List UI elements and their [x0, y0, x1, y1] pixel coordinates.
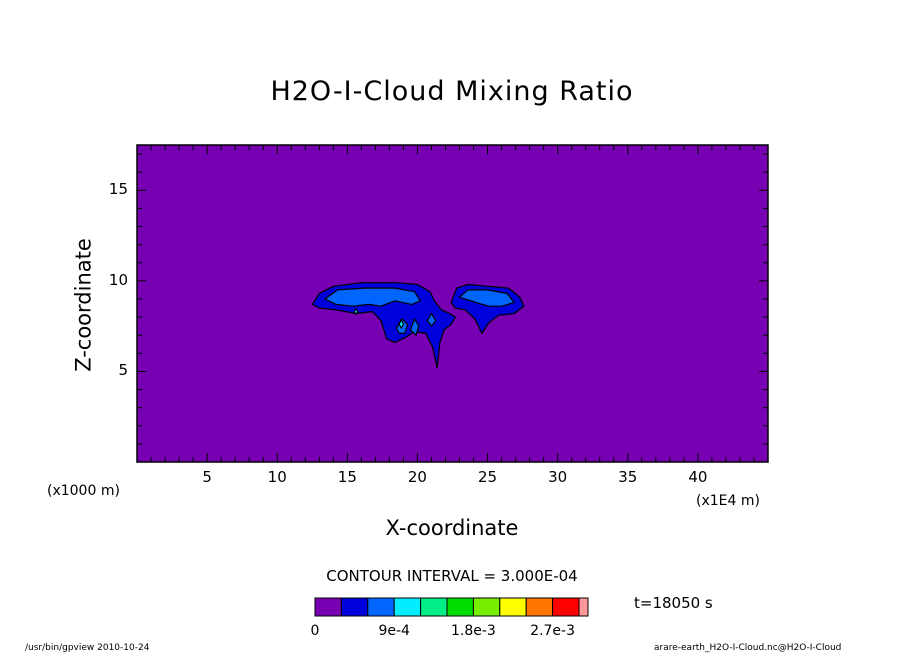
x-tick-label: 25 [478, 468, 498, 486]
x-tick-label: 30 [548, 468, 568, 486]
x-tick-label: 5 [202, 468, 212, 486]
contour-regions [311, 282, 525, 369]
contour-region [398, 319, 404, 329]
time-text: t=18050 s [634, 594, 713, 612]
contour-interval-text: CONTOUR INTERVAL = 3.000E-04 [326, 567, 578, 585]
footer-left: /usr/bin/gpview 2010-10-24 [25, 643, 150, 653]
y-axis-label: Z-coordinate [71, 238, 96, 372]
colorbar-label: 0 [310, 623, 320, 639]
colorbar-label: 9e-4 [378, 623, 410, 639]
colorbar-swatch [393, 597, 422, 617]
colorbar-swatch [340, 597, 369, 617]
colorbar-label: 1.8e-3 [450, 623, 496, 639]
y-tick-label: 10 [108, 270, 128, 289]
contour-region [353, 308, 359, 315]
chart-title: H2O-I-Cloud Mixing Ratio [270, 76, 634, 107]
colorbar-swatch [578, 597, 589, 617]
x-unit-right: (x1E4 m) [696, 493, 760, 509]
plot-frame [136, 144, 769, 463]
x-unit-left: (x1000 m) [47, 483, 120, 499]
colorbar-label: 2.7e-3 [530, 623, 576, 639]
x-tick-label: 40 [688, 468, 708, 486]
colorbar [314, 597, 589, 617]
colorbar-swatch [367, 597, 395, 617]
contour-region [409, 318, 420, 336]
colorbar-swatch [472, 597, 501, 617]
x-tick-label: 10 [267, 468, 287, 486]
contour-region [458, 289, 515, 307]
y-tick-label: 15 [108, 180, 128, 199]
contour-region [426, 312, 437, 327]
colorbar-swatch [420, 597, 448, 617]
colorbar-swatch [499, 597, 527, 617]
colorbar-swatch [525, 597, 554, 617]
x-tick-label: 15 [337, 468, 357, 486]
x-tick-label: 35 [618, 468, 638, 486]
colorbar-swatch [314, 597, 342, 617]
colorbar-swatch [446, 597, 474, 617]
colorbar-swatch [552, 597, 580, 617]
x-axis-label: X-coordinate [385, 516, 519, 540]
x-tick-label: 20 [407, 468, 427, 486]
y-tick-label: 5 [118, 361, 128, 380]
contour-region [324, 287, 421, 307]
footer-right: arare-earth_H2O-I-Cloud.nc@H2O-I-Cloud [654, 643, 842, 653]
axis-ticks [137, 145, 768, 462]
